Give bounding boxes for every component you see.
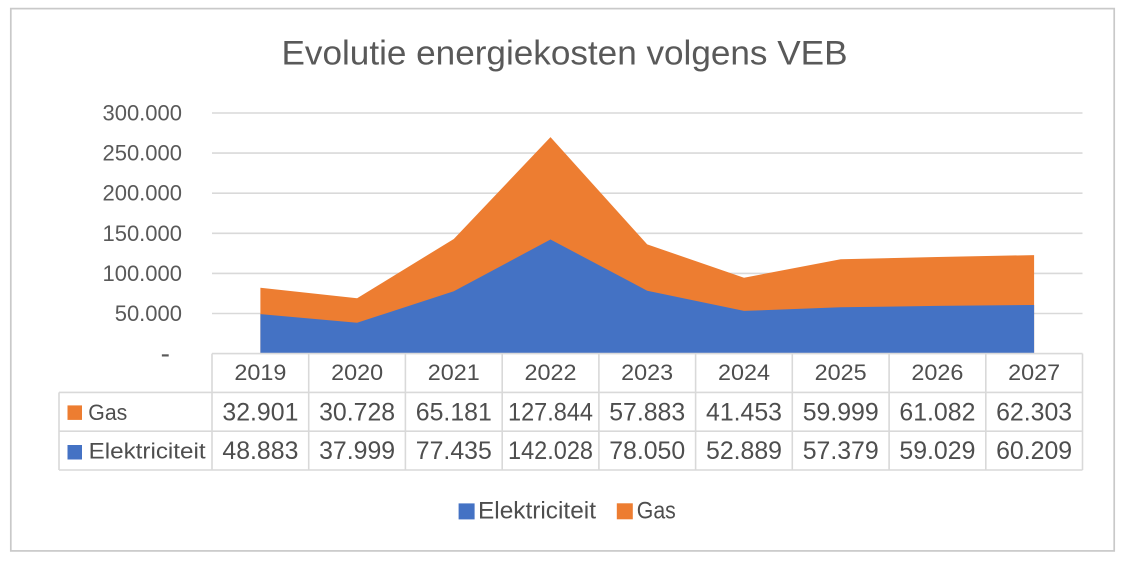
svg-text:50.000: 50.000	[115, 301, 182, 326]
svg-text:2022: 2022	[525, 360, 577, 385]
svg-text:2019: 2019	[234, 360, 286, 385]
svg-text:2027: 2027	[1008, 360, 1060, 385]
svg-text:Evolutie energiekosten volgens: Evolutie energiekosten volgens VEB	[282, 34, 848, 72]
svg-text:2021: 2021	[428, 360, 480, 385]
svg-text:300.000: 300.000	[102, 101, 182, 126]
svg-text:100.000: 100.000	[102, 261, 182, 286]
svg-text:52.889: 52.889	[706, 437, 782, 465]
svg-text:-: -	[161, 338, 170, 369]
svg-text:62.303: 62.303	[996, 398, 1072, 426]
svg-text:Elektriciteit: Elektriciteit	[89, 438, 206, 463]
svg-text:41.453: 41.453	[706, 398, 782, 426]
svg-text:Gas: Gas	[88, 400, 127, 425]
svg-text:150.000: 150.000	[102, 221, 182, 246]
svg-text:57.379: 57.379	[803, 437, 879, 465]
svg-text:250.000: 250.000	[102, 141, 182, 166]
svg-text:78.050: 78.050	[609, 437, 685, 465]
svg-text:59.999: 59.999	[803, 398, 879, 426]
svg-text:61.082: 61.082	[899, 398, 975, 426]
svg-text:2020: 2020	[331, 360, 383, 385]
svg-text:77.435: 77.435	[416, 437, 492, 465]
svg-text:37.999: 37.999	[319, 437, 395, 465]
svg-text:2023: 2023	[621, 360, 673, 385]
svg-text:200.000: 200.000	[102, 181, 182, 206]
svg-text:57.883: 57.883	[609, 398, 685, 426]
svg-text:142.028: 142.028	[508, 437, 593, 465]
svg-text:2026: 2026	[911, 360, 963, 385]
svg-text:60.209: 60.209	[996, 437, 1072, 465]
svg-text:2024: 2024	[718, 360, 770, 385]
svg-text:30.728: 30.728	[319, 398, 395, 426]
svg-text:2025: 2025	[815, 360, 867, 385]
svg-text:32.901: 32.901	[222, 398, 298, 426]
svg-text:65.181: 65.181	[416, 398, 492, 426]
svg-text:59.029: 59.029	[899, 437, 975, 465]
svg-text:127.844: 127.844	[508, 398, 593, 426]
svg-text:48.883: 48.883	[222, 437, 298, 465]
svg-text:Gas: Gas	[637, 498, 676, 525]
svg-text:Elektriciteit: Elektriciteit	[478, 498, 596, 525]
